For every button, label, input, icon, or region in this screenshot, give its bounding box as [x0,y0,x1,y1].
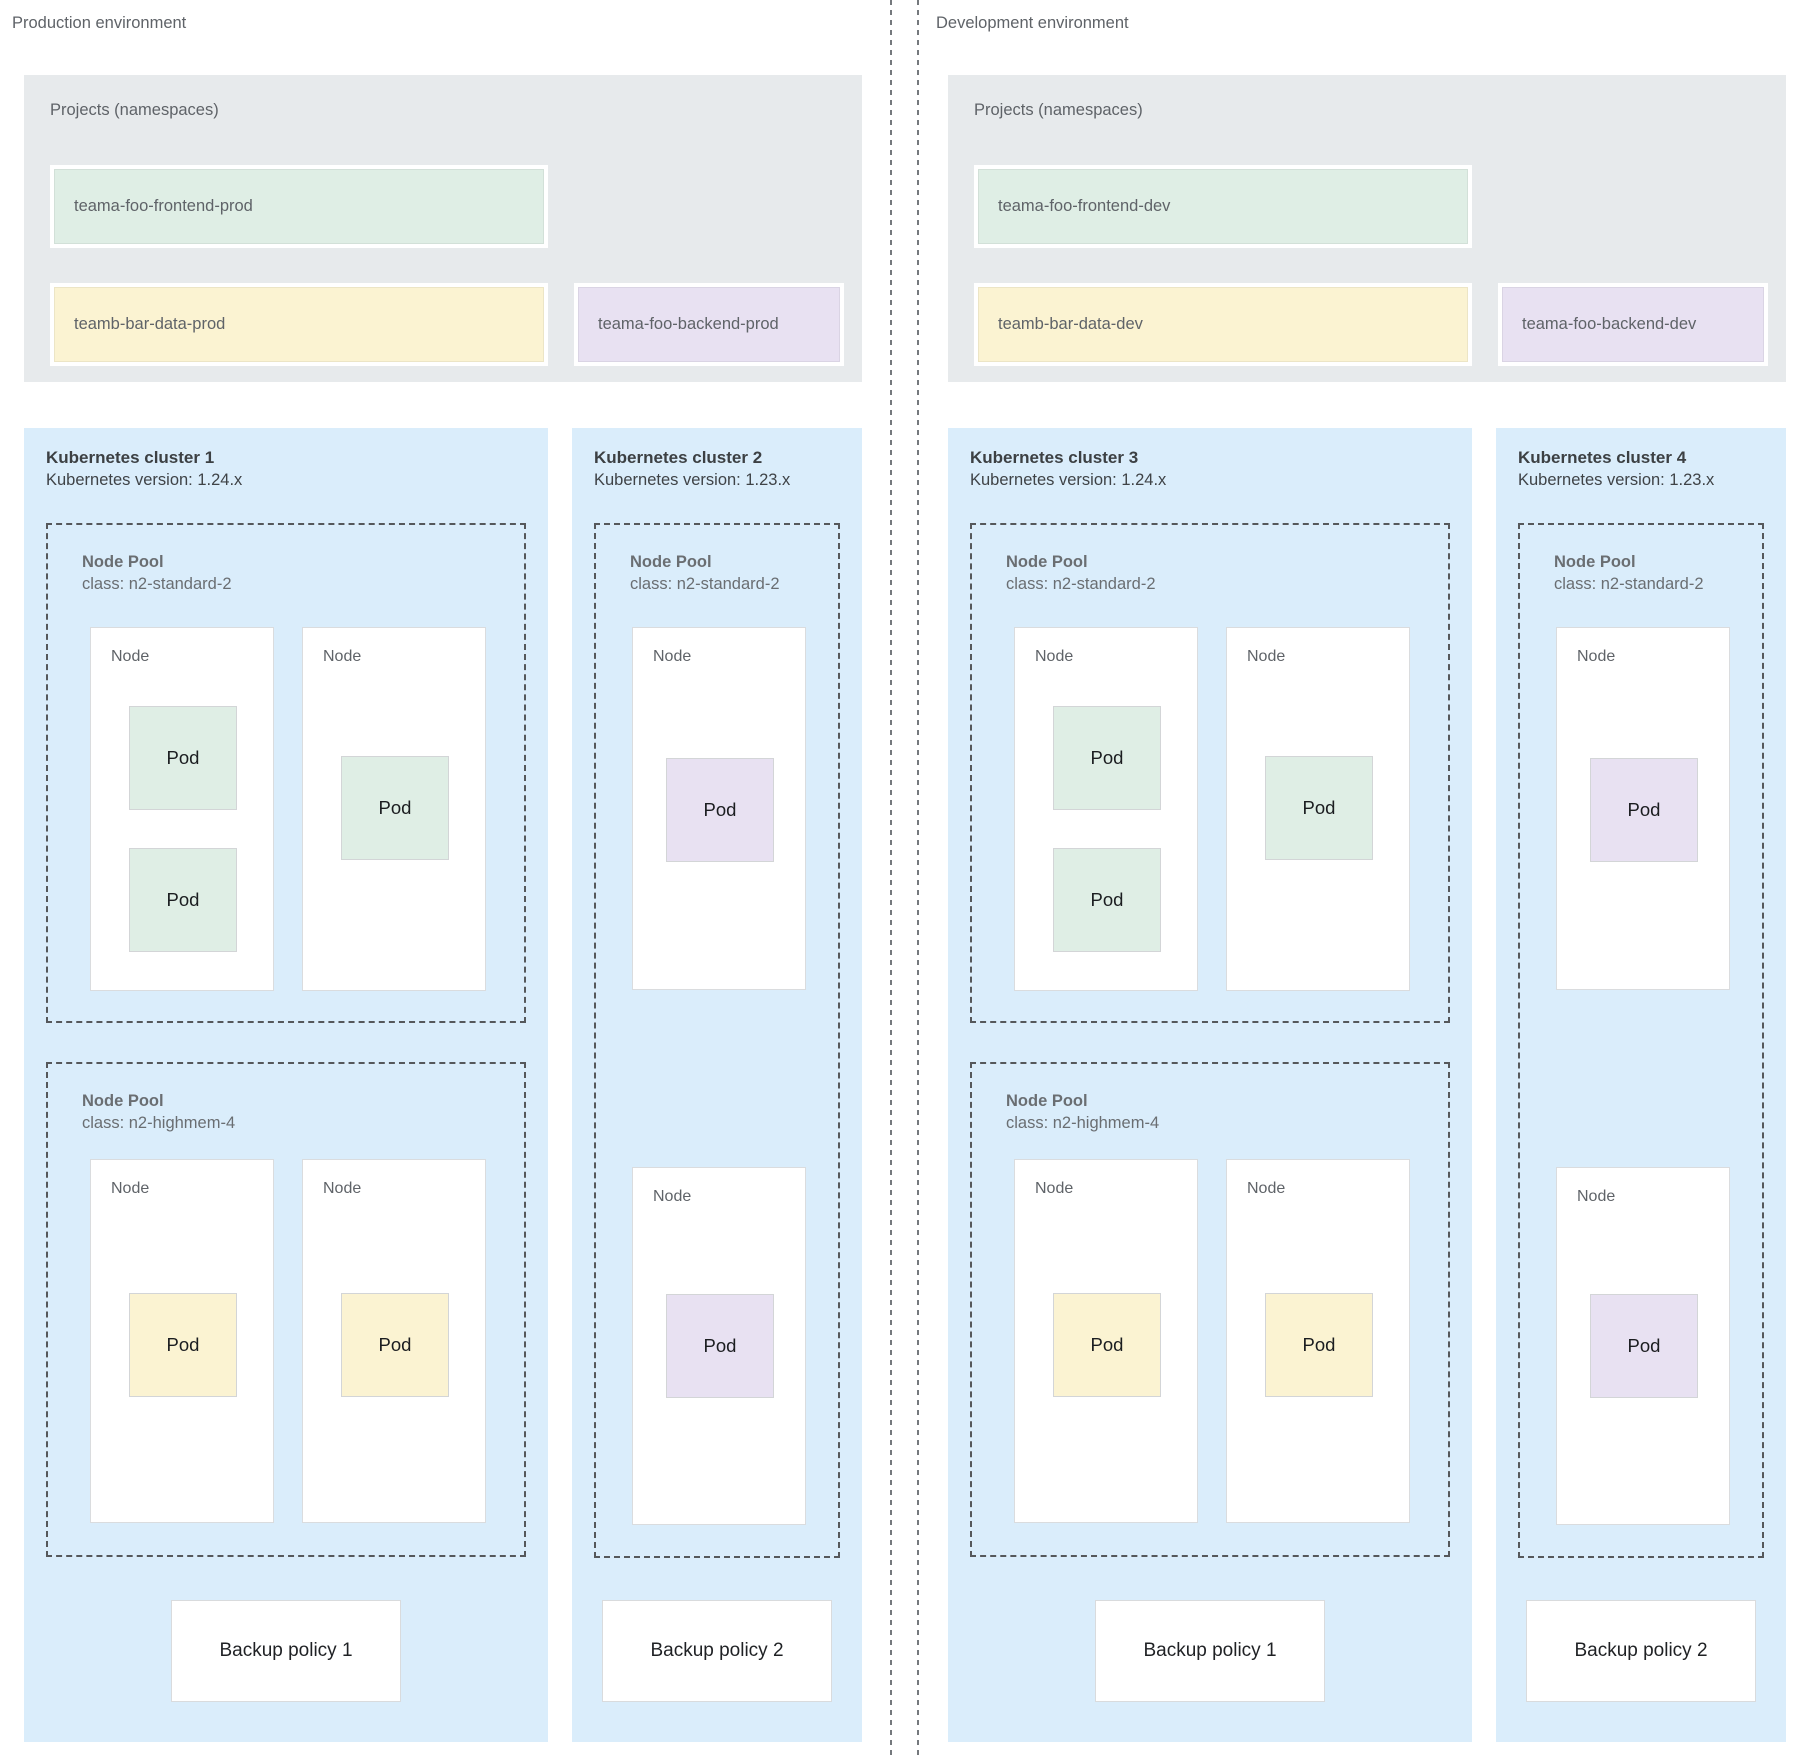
node-label: Node [111,648,150,665]
pod-backend: Pod [666,1294,774,1398]
cluster-title: Kubernetes cluster 1 [46,448,215,467]
node: Node Pod [1226,627,1410,991]
node-pool-label: Node Pool [1006,553,1088,571]
node-pool-n2-highmem-4: Node Pool class: n2-highmem-4 Node Pod N… [970,1062,1450,1557]
node-pool-class: class: n2-highmem-4 [1006,1114,1160,1132]
projects-panel-title: Projects (namespaces) [50,101,219,119]
namespace-box-frontend: teama-foo-frontend-prod [50,165,548,248]
pod-frontend: Pod [1265,756,1373,860]
pod-backend: Pod [1590,758,1698,862]
backup-policy-2: Backup policy 2 [602,1600,832,1702]
node-label: Node [1035,648,1074,665]
projects-panel: Projects (namespaces) teama-foo-frontend… [24,75,862,382]
pod-frontend: Pod [1053,848,1161,952]
node-pool-n2-standard-2: Node Pool class: n2-standard-2 Node Pod … [970,523,1450,1023]
backup-policy-2: Backup policy 2 [1526,1600,1756,1702]
node-label: Node [653,648,692,665]
node-pool-class: class: n2-standard-2 [82,575,232,593]
namespace-box-frontend: teama-foo-frontend-dev [974,165,1472,248]
node: Node Pod [632,627,806,990]
node: Node Pod Pod [1014,627,1198,991]
node-label: Node [1247,1180,1286,1197]
namespace-box-data: teamb-bar-data-dev [974,283,1472,366]
namespace-box-backend: teama-foo-backend-dev [1498,283,1768,366]
cluster-version: Kubernetes version: 1.23.x [594,471,791,489]
node: Node Pod [632,1167,806,1525]
node: Node Pod [1556,1167,1730,1525]
node: Node Pod [302,627,486,991]
pod-frontend: Pod [341,756,449,860]
kubernetes-cluster-4: Kubernetes cluster 4 Kubernetes version:… [1496,428,1786,1742]
node-label: Node [111,1180,150,1197]
node-label: Node [1035,1180,1074,1197]
pod-data: Pod [341,1293,449,1397]
kubernetes-cluster-2: Kubernetes cluster 2 Kubernetes version:… [572,428,862,1742]
node-pool-class: class: n2-standard-2 [1006,575,1156,593]
environment-label: Production environment [12,14,187,32]
environment-development: Development environment Projects (namesp… [924,0,1800,1760]
backup-policy-1: Backup policy 1 [171,1600,401,1702]
pod-data: Pod [129,1293,237,1397]
pod-frontend: Pod [129,706,237,810]
environment-production: Production environment Projects (namespa… [0,0,886,1760]
node-pool-label: Node Pool [1554,553,1636,571]
node: Node Pod [90,1159,274,1523]
kubernetes-cluster-3: Kubernetes cluster 3 Kubernetes version:… [948,428,1472,1742]
node-pool-class: class: n2-standard-2 [1554,575,1704,593]
cluster-title: Kubernetes cluster 3 [970,448,1139,467]
node-pool-class: class: n2-standard-2 [630,575,780,593]
backup-policy-1: Backup policy 1 [1095,1600,1325,1702]
node-pool-n2-standard-2: Node Pool class: n2-standard-2 Node Pod … [1518,523,1764,1558]
pod-frontend: Pod [1053,706,1161,810]
kubernetes-cluster-1: Kubernetes cluster 1 Kubernetes version:… [24,428,548,1742]
pod-backend: Pod [666,758,774,862]
node: Node Pod [1014,1159,1198,1523]
node-label: Node [323,1180,362,1197]
node-pool-label: Node Pool [82,553,164,571]
cluster-title: Kubernetes cluster 4 [1518,448,1687,467]
node: Node Pod Pod [90,627,274,991]
node-pool-label: Node Pool [82,1092,164,1110]
node-label: Node [653,1188,692,1205]
node-pool-class: class: n2-highmem-4 [82,1114,236,1132]
node: Node Pod [1556,627,1730,990]
cluster-version: Kubernetes version: 1.24.x [46,471,243,489]
namespace-box-data: teamb-bar-data-prod [50,283,548,366]
node-label: Node [1247,648,1286,665]
pod-backend: Pod [1590,1294,1698,1398]
environment-label: Development environment [936,14,1129,32]
node-pool-n2-standard-2: Node Pool class: n2-standard-2 Node Pod … [46,523,526,1023]
node: Node Pod [1226,1159,1410,1523]
node-pool-label: Node Pool [1006,1092,1088,1110]
cluster-title: Kubernetes cluster 2 [594,448,763,467]
cluster-version: Kubernetes version: 1.23.x [1518,471,1715,489]
projects-panel-title: Projects (namespaces) [974,101,1143,119]
node-label: Node [1577,1188,1616,1205]
environment-divider-line [917,0,919,1760]
cluster-version: Kubernetes version: 1.24.x [970,471,1167,489]
pod-data: Pod [1053,1293,1161,1397]
node-pool-n2-highmem-4: Node Pool class: n2-highmem-4 Node Pod N… [46,1062,526,1557]
namespace-box-backend: teama-foo-backend-prod [574,283,844,366]
node-label: Node [323,648,362,665]
pod-data: Pod [1265,1293,1373,1397]
node-pool-n2-standard-2: Node Pool class: n2-standard-2 Node Pod … [594,523,840,1558]
node: Node Pod [302,1159,486,1523]
projects-panel: Projects (namespaces) teama-foo-frontend… [948,75,1786,382]
pod-frontend: Pod [129,848,237,952]
node-label: Node [1577,648,1616,665]
node-pool-label: Node Pool [630,553,712,571]
environment-divider-line [890,0,892,1760]
